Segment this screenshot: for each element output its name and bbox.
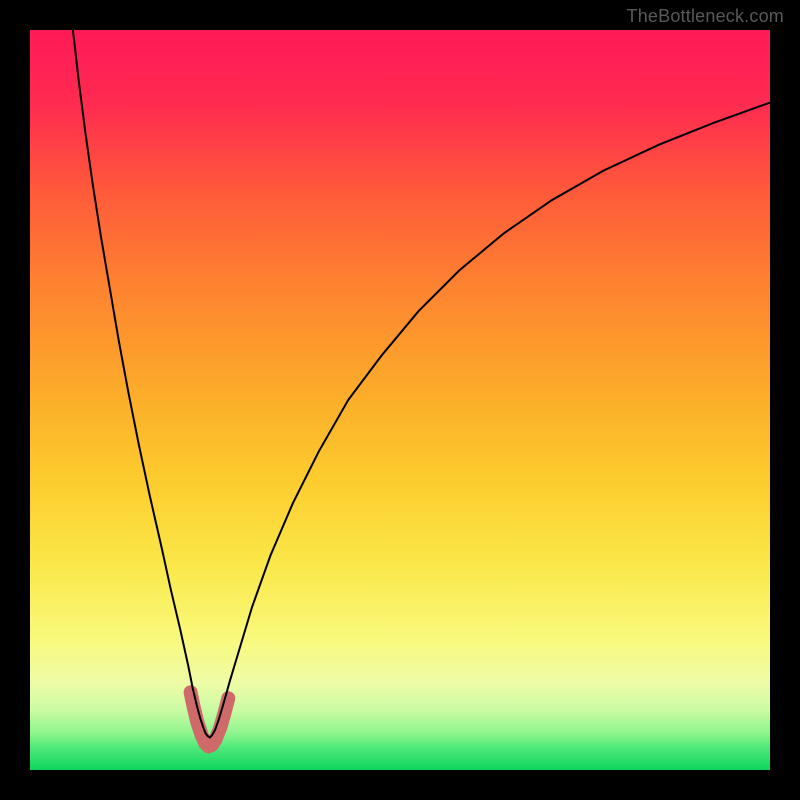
chart-frame: TheBottleneck.com xyxy=(0,0,800,800)
main-black-curve xyxy=(73,30,770,737)
plot-area xyxy=(30,30,770,770)
curves-svg xyxy=(30,30,770,770)
watermark-label: TheBottleneck.com xyxy=(627,6,784,27)
